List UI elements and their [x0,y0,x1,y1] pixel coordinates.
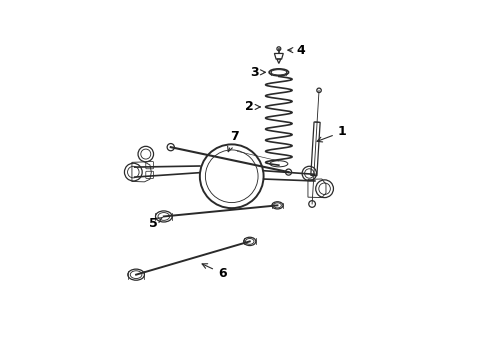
Text: 2: 2 [245,100,260,113]
Text: 5: 5 [148,217,163,230]
Text: 1: 1 [317,125,346,142]
Text: 3: 3 [250,66,266,79]
Text: 6: 6 [202,264,226,280]
Text: 4: 4 [288,44,306,57]
Text: 7: 7 [228,130,239,152]
